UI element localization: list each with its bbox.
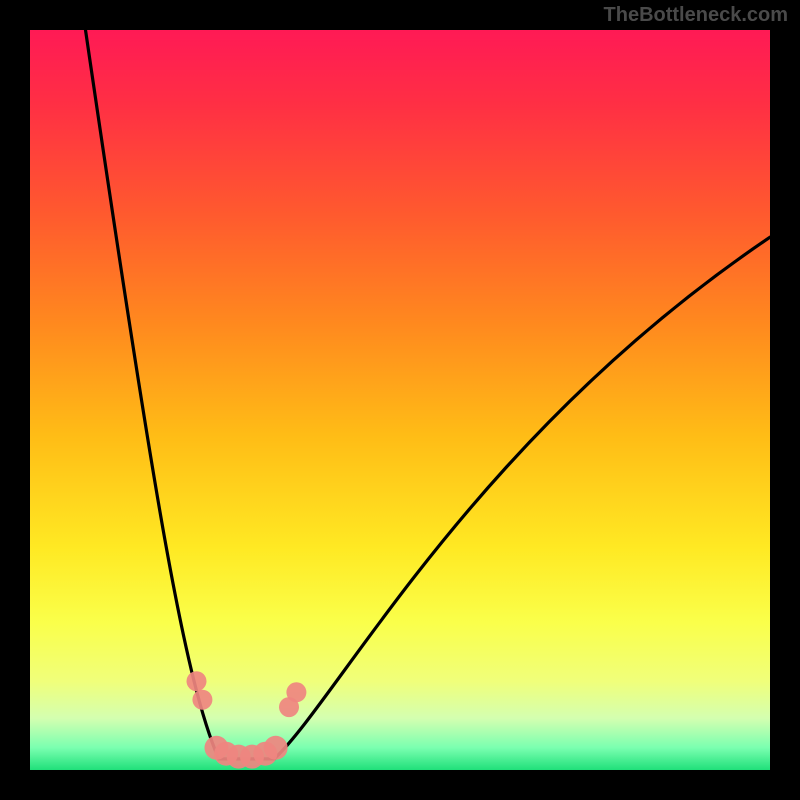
- marker-point: [264, 736, 288, 760]
- watermark-text: TheBottleneck.com: [604, 4, 788, 27]
- marker-point: [192, 690, 212, 710]
- bottleneck-chart: TheBottleneck.com: [0, 0, 800, 800]
- chart-svg: [0, 0, 800, 800]
- marker-point: [286, 682, 306, 702]
- marker-point: [187, 671, 207, 691]
